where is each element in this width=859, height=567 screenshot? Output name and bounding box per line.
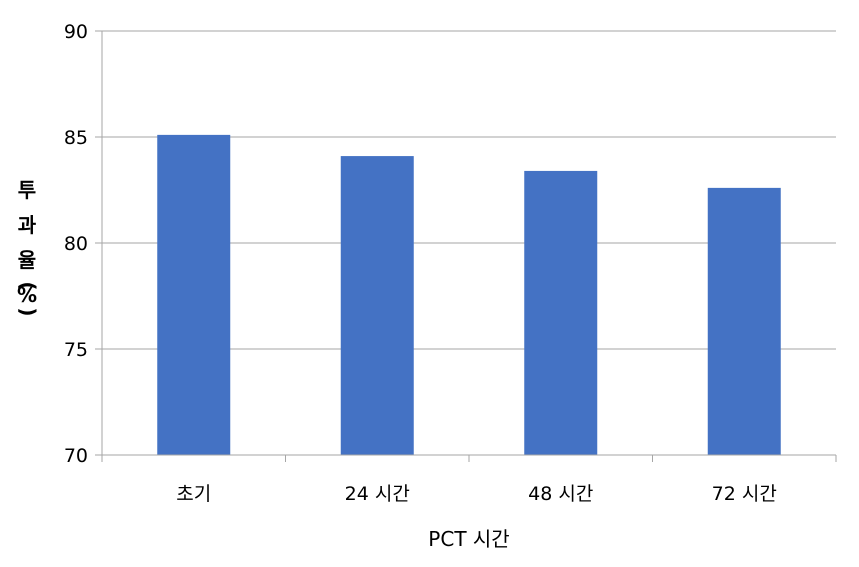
x-axis-label: PCT 시간: [428, 527, 509, 551]
x-tick-label: 72 시간: [712, 483, 777, 505]
y-tick-label: 75: [64, 339, 88, 361]
y-axis-label-char: (: [16, 281, 40, 290]
x-tick-label: 초기: [176, 483, 211, 505]
x-tick-label: 48 시간: [528, 483, 593, 505]
bar: [524, 170, 598, 456]
y-axis-label-char: 과: [18, 213, 37, 237]
x-tick-label: 24 시간: [345, 483, 410, 505]
y-axis-label-char: ): [16, 307, 40, 316]
y-axis-label-char: 투: [18, 178, 36, 202]
bars: [157, 134, 781, 456]
x-tick-labels: 초기 24 시간 48 시간 72 시간: [176, 483, 777, 505]
y-tick-labels: 70 75 80 85 90: [64, 21, 88, 467]
y-tick-label: 80: [64, 233, 88, 255]
y-axis-label: 투과율 (%): [16, 178, 40, 317]
axes: [101, 31, 837, 462]
bar: [340, 156, 414, 455]
y-axis-label-char: 율: [18, 248, 36, 272]
bar: [707, 187, 781, 455]
y-tick-label: 85: [64, 127, 88, 149]
bar: [157, 134, 231, 455]
y-axis-label-char: %: [17, 283, 37, 307]
y-tick-label: 70: [64, 445, 88, 467]
y-tick-label: 90: [64, 21, 88, 43]
